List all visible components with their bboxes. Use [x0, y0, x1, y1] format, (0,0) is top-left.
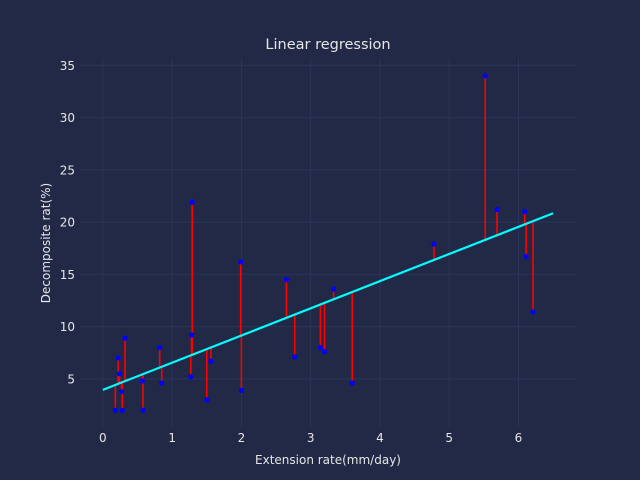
data-point: [494, 206, 500, 213]
data-point: [283, 276, 290, 283]
y-tick-label: 30: [60, 111, 75, 125]
data-point: [118, 388, 125, 395]
data-point: [208, 358, 214, 364]
y-tick-label: 25: [60, 163, 75, 177]
data-point: [116, 371, 123, 377]
data-point: [530, 309, 536, 315]
data-point: [204, 397, 210, 403]
x-tick-label: 2: [238, 431, 246, 445]
x-tick-label: 1: [168, 431, 176, 445]
data-point: [292, 354, 298, 360]
x-tick-labels: 0 1 2 3 4 5 6: [99, 431, 522, 445]
data-point: [140, 407, 146, 413]
y-tick-label: 20: [60, 216, 75, 230]
data-point: [238, 259, 244, 265]
chart-title: Linear regression: [265, 37, 390, 53]
data-point: [522, 209, 528, 215]
data-point: [317, 344, 323, 351]
y-tick-label: 10: [60, 320, 75, 334]
data-point: [119, 407, 125, 413]
grid: [80, 58, 576, 428]
data-point: [238, 387, 245, 393]
data-point: [188, 374, 194, 380]
y-tick-label: 5: [67, 372, 75, 386]
data-point: [122, 335, 128, 341]
y-axis-label: Decomposite rat(%): [39, 183, 53, 303]
data-point: [115, 355, 121, 361]
data-points: [112, 73, 536, 413]
x-axis-label: Extension rate(mm/day): [255, 453, 401, 467]
data-point: [112, 407, 118, 413]
data-point: [431, 241, 437, 247]
fit-line-group: [102, 212, 554, 391]
data-point: [349, 380, 355, 386]
regression-line: [102, 212, 554, 391]
data-point: [157, 344, 163, 351]
x-tick-label: 4: [376, 431, 384, 445]
y-tick-label: 15: [60, 268, 75, 282]
data-point: [159, 380, 165, 386]
data-point: [321, 349, 328, 355]
x-tick-label: 5: [445, 431, 453, 445]
data-point: [188, 332, 195, 338]
y-tick-label: 35: [60, 59, 75, 73]
data-point: [139, 378, 145, 384]
x-tick-label: 0: [99, 431, 107, 445]
x-tick-label: 3: [307, 431, 315, 445]
x-tick-label: 6: [515, 431, 523, 445]
data-point: [523, 253, 529, 260]
y-tick-labels: 5 10 15 20 25 30 35: [60, 59, 75, 387]
data-point: [482, 73, 488, 79]
data-point: [330, 286, 337, 292]
data-point: [189, 199, 195, 205]
